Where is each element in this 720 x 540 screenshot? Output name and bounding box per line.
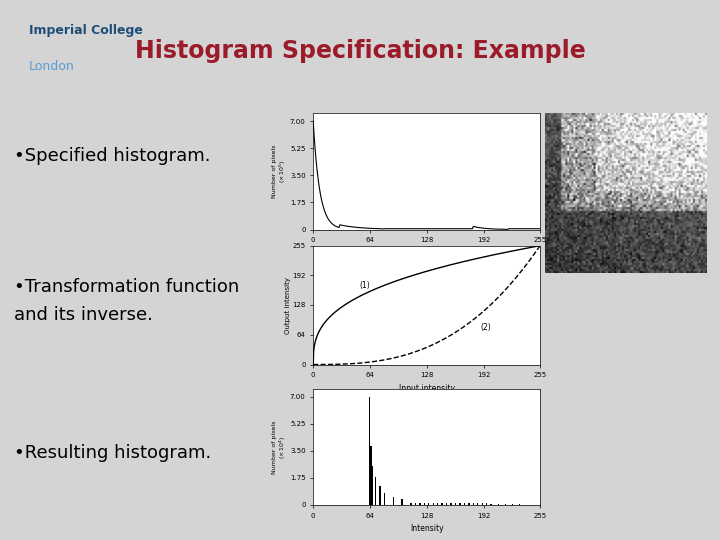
Bar <box>372 466 374 505</box>
Bar <box>410 503 412 505</box>
Bar <box>455 503 456 505</box>
Text: Imperial College: Imperial College <box>29 24 143 37</box>
Bar <box>490 504 492 505</box>
Bar <box>392 497 394 505</box>
Text: •Resulting histogram.: •Resulting histogram. <box>14 444 212 462</box>
Bar <box>468 503 469 505</box>
Y-axis label: Number of pixels
($\times\,10^4$): Number of pixels ($\times\,10^4$) <box>271 420 289 474</box>
Bar <box>375 477 376 505</box>
Bar <box>433 503 434 505</box>
Bar <box>482 503 483 505</box>
Bar <box>384 492 385 505</box>
Bar <box>477 503 478 505</box>
Text: •Transformation function
and its inverse.: •Transformation function and its inverse… <box>14 278 240 324</box>
Text: •Specified histogram.: •Specified histogram. <box>14 147 211 165</box>
X-axis label: Input intensity: Input intensity <box>399 384 454 393</box>
Bar <box>498 504 499 505</box>
Text: London: London <box>29 60 75 73</box>
Bar <box>446 503 447 505</box>
Y-axis label: Number of pixels
($\times\,10^5$): Number of pixels ($\times\,10^5$) <box>271 145 289 198</box>
Bar <box>464 503 465 505</box>
X-axis label: Intensity: Intensity <box>410 524 444 533</box>
X-axis label: Intensity: Intensity <box>410 249 444 258</box>
Bar <box>512 504 513 505</box>
Bar <box>423 503 425 505</box>
Text: (2): (2) <box>480 322 491 332</box>
Bar <box>370 446 372 505</box>
Bar <box>379 487 381 505</box>
Bar <box>519 504 521 505</box>
Bar <box>505 504 506 505</box>
Text: Histogram Specification: Example: Histogram Specification: Example <box>135 38 585 63</box>
Text: (1): (1) <box>359 281 370 289</box>
Y-axis label: Output intensity: Output intensity <box>285 276 291 334</box>
Bar <box>459 503 461 505</box>
Bar <box>415 503 416 505</box>
Bar <box>419 503 420 505</box>
Bar <box>369 396 370 505</box>
Bar <box>486 503 487 505</box>
Bar <box>472 503 474 505</box>
Bar <box>428 503 430 505</box>
Bar <box>441 503 443 505</box>
Bar <box>437 503 438 505</box>
